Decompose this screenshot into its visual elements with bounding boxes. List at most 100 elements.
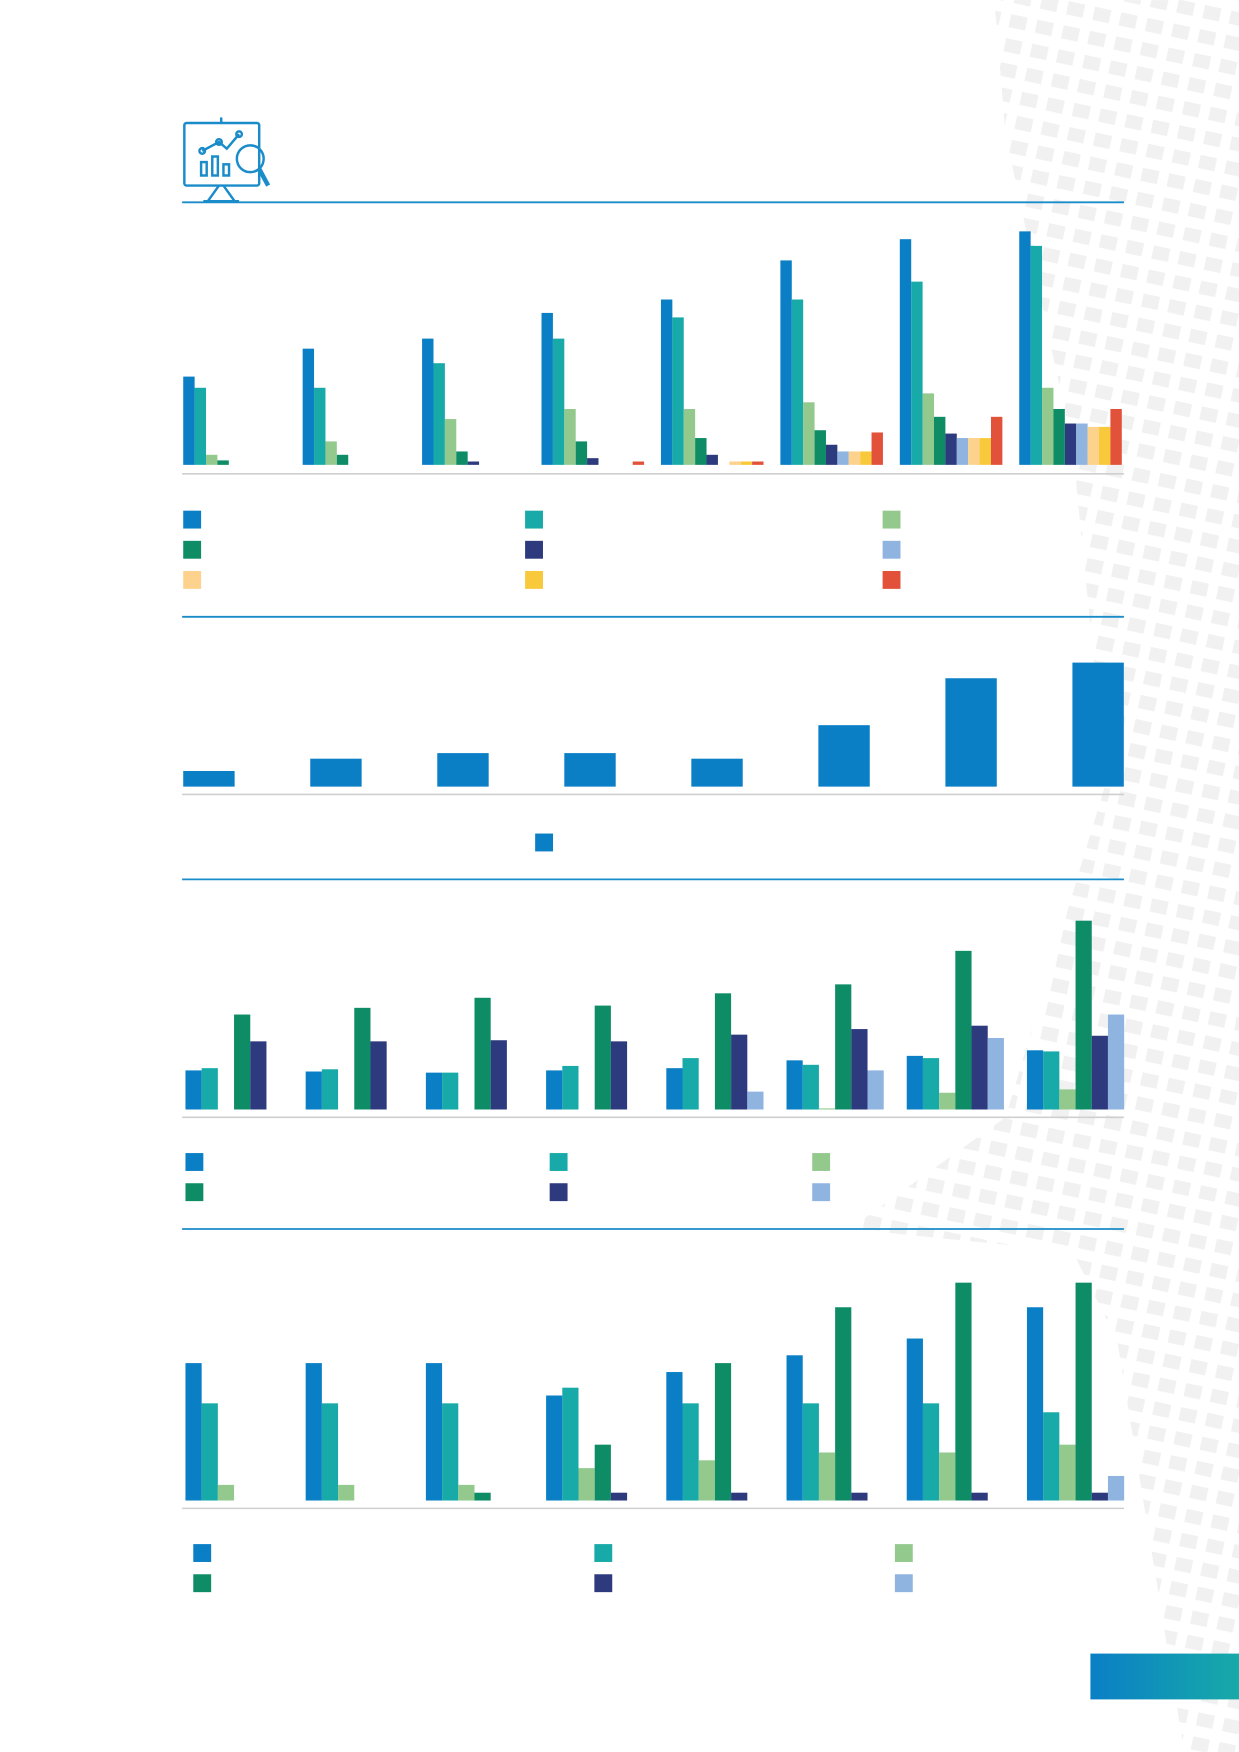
bar: [594, 1444, 611, 1501]
legend-swatch: [193, 1574, 212, 1593]
bar: [747, 1091, 764, 1110]
bar: [546, 1070, 563, 1110]
bar: [183, 376, 195, 465]
legend-swatch: [183, 510, 202, 529]
legend-swatch: [882, 540, 901, 559]
bar: [971, 1025, 988, 1110]
bar: [956, 438, 969, 465]
bar: [1075, 920, 1092, 1110]
bar: [541, 312, 553, 465]
bar: [185, 1070, 202, 1110]
bar: [458, 1484, 475, 1501]
bar: [851, 1492, 868, 1501]
bar: [691, 758, 743, 787]
bar: [1059, 1089, 1076, 1110]
bar: [1043, 1412, 1060, 1501]
bar: [194, 387, 207, 465]
bar: [818, 725, 870, 787]
bar: [971, 1492, 988, 1501]
bar: [217, 460, 229, 465]
bar: [354, 1007, 371, 1110]
bar: [714, 1363, 732, 1501]
bar: [1099, 426, 1111, 465]
bar: [321, 1069, 339, 1110]
bar: [729, 461, 741, 465]
bar: [632, 461, 645, 465]
bar: [1072, 662, 1124, 787]
legend-swatch: [894, 1574, 913, 1593]
bar: [490, 1040, 507, 1110]
bar: [682, 1058, 699, 1110]
bar: [338, 1484, 355, 1501]
bar: [803, 402, 815, 465]
bar: [1019, 231, 1031, 465]
bar: [922, 1058, 940, 1110]
bar: [851, 1029, 868, 1110]
bar: [825, 444, 838, 465]
bar: [425, 1072, 443, 1110]
bar: [442, 1403, 459, 1501]
bar: [899, 239, 912, 465]
bar: [933, 416, 946, 465]
legend-swatch: [812, 1183, 831, 1202]
legend-swatch: [193, 1544, 212, 1562]
bar: [444, 419, 457, 465]
bar: [185, 1363, 202, 1501]
bar: [1110, 409, 1122, 465]
legend-swatch: [812, 1153, 831, 1171]
bar: [474, 1492, 491, 1501]
bar: [786, 1060, 803, 1110]
bar: [302, 348, 315, 465]
bar: [786, 1355, 803, 1501]
bar: [666, 1372, 683, 1501]
bar: [791, 299, 804, 465]
bar: [802, 1064, 819, 1110]
legend-swatch: [882, 510, 901, 529]
bar: [546, 1395, 563, 1501]
bar: [562, 1065, 579, 1110]
bar: [911, 281, 923, 465]
bar: [1091, 1492, 1108, 1501]
bar: [217, 1484, 235, 1501]
bar: [682, 1403, 699, 1501]
legend-swatch: [549, 1153, 568, 1171]
bar: [1075, 1282, 1092, 1501]
bar: [552, 338, 565, 465]
bar: [906, 1338, 923, 1501]
bar: [183, 770, 235, 787]
legend-swatch: [183, 540, 202, 559]
bar: [695, 438, 707, 465]
bar: [1053, 409, 1065, 465]
bar: [666, 1068, 683, 1110]
bar: [990, 416, 1003, 465]
icon: [183, 117, 271, 203]
bar: [955, 950, 972, 1110]
bar: [955, 1282, 972, 1501]
legend-swatch: [594, 1574, 613, 1593]
bar: [871, 432, 883, 465]
page-tab: [1090, 1653, 1239, 1700]
bar: [594, 1005, 611, 1110]
bar: [201, 1068, 218, 1110]
bar: [370, 1041, 387, 1110]
bar: [456, 451, 468, 465]
bar: [714, 993, 732, 1110]
bar: [835, 1307, 852, 1501]
bar: [336, 454, 349, 465]
bar: [1087, 426, 1100, 465]
bar: [979, 438, 991, 465]
bar: [1064, 423, 1077, 465]
bar: [1042, 387, 1054, 465]
bar: [314, 387, 326, 465]
bar: [575, 441, 588, 465]
bar: [1059, 1444, 1076, 1501]
bar: [698, 1460, 715, 1501]
legend-swatch: [183, 570, 202, 589]
legend-swatch: [185, 1153, 204, 1171]
bar: [740, 461, 753, 465]
bar: [1043, 1051, 1060, 1110]
bar: [1107, 1475, 1125, 1501]
bar: [683, 409, 696, 465]
